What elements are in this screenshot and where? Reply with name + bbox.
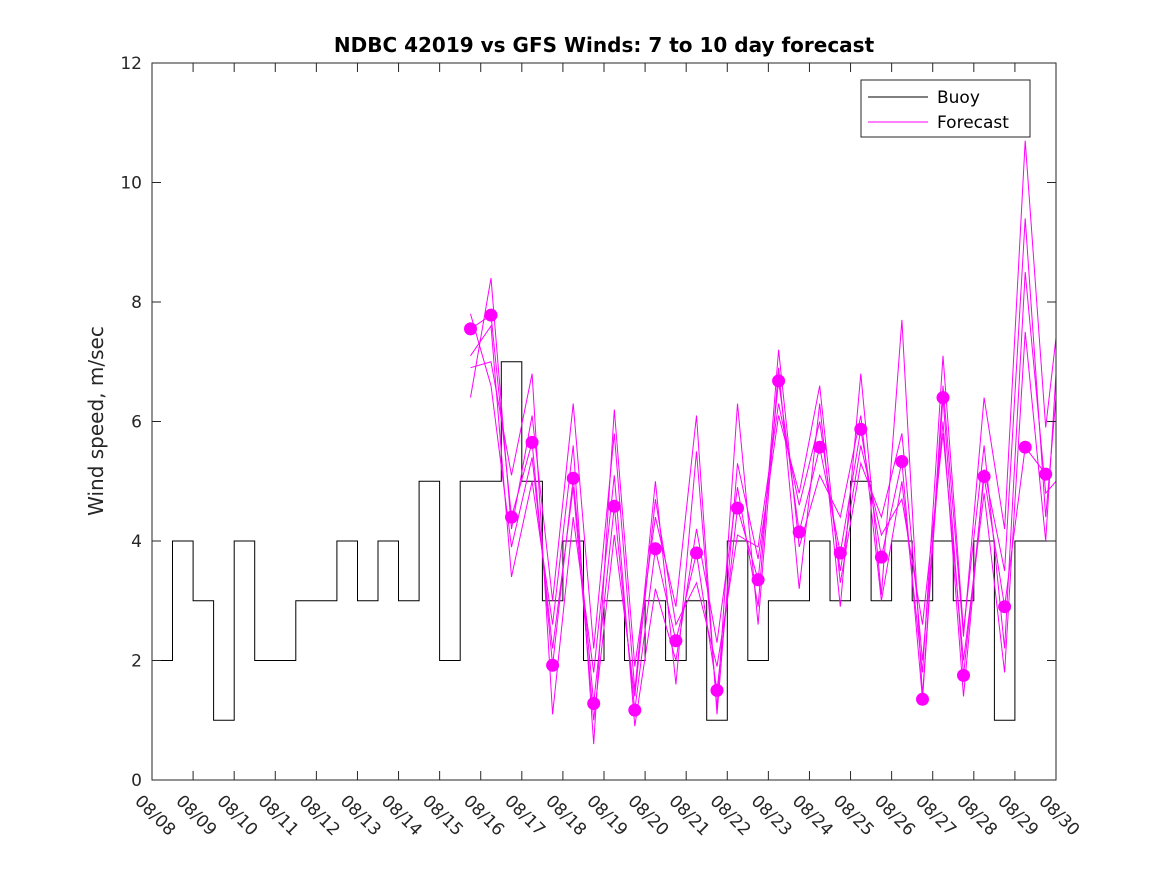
- forecast-line-5: [470, 313, 1057, 721]
- forecast-marker: [648, 542, 662, 556]
- forecast-marker: [936, 391, 950, 405]
- forecast-marker: [710, 683, 724, 697]
- forecast-marker: [546, 658, 560, 672]
- y-axis-label: Wind speed, m/sec: [84, 326, 108, 516]
- forecast-marker: [690, 546, 703, 560]
- forecast-marker: [731, 501, 744, 515]
- forecast-marker: [916, 692, 929, 706]
- forecast-marker: [874, 550, 888, 564]
- chart-title: NDBC 42019 vs GFS Winds: 7 to 10 day for…: [334, 33, 875, 57]
- legend-forecast-label: Forecast: [937, 113, 1009, 133]
- forecast-marker: [895, 455, 909, 468]
- legend-box: [860, 79, 1031, 138]
- forecast-marker: [957, 668, 970, 682]
- forecast-marker: [505, 510, 518, 524]
- y-tick-label: 0: [131, 771, 142, 791]
- forecast-marker: [607, 499, 621, 513]
- forecast-marker: [464, 322, 477, 336]
- forecast-marker: [833, 546, 847, 560]
- forecast-marker: [977, 470, 991, 483]
- forecast-markers: [464, 308, 1053, 717]
- forecast-marker: [772, 374, 786, 388]
- forecast-marker: [669, 634, 683, 648]
- y-tick-label: 12: [120, 54, 142, 74]
- forecast-marker: [566, 471, 580, 485]
- forecast-marker: [628, 703, 642, 717]
- forecast-marker: [854, 422, 868, 436]
- forecast-marker: [998, 600, 1012, 614]
- y-tick-label: 2: [131, 652, 142, 672]
- y-tick-label: 10: [120, 174, 142, 194]
- legend-buoy-label: Buoy: [937, 88, 980, 108]
- y-tick-label: 4: [131, 532, 142, 552]
- y-tick-label: 8: [131, 293, 142, 313]
- forecast-marker: [1018, 440, 1032, 454]
- forecast-marker: [484, 308, 498, 322]
- forecast-marker: [525, 435, 539, 449]
- legend: Buoy Forecast: [860, 79, 1031, 138]
- forecast-marker: [1039, 467, 1053, 481]
- forecast-marker: [751, 573, 765, 587]
- forecast-marker: [813, 440, 827, 454]
- forecast-marker: [587, 697, 601, 710]
- y-tick-label: 6: [131, 413, 142, 433]
- forecast-marker: [792, 525, 806, 539]
